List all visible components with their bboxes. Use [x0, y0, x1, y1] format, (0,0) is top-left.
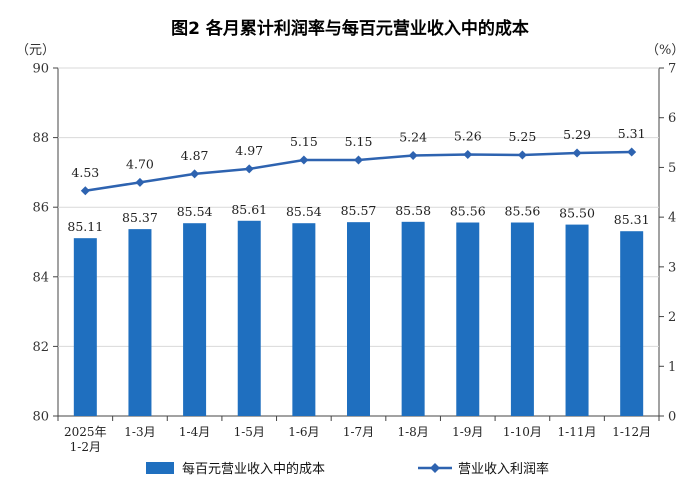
- bar-data-label: 85.31: [614, 212, 650, 227]
- bar: [620, 231, 644, 416]
- bar-data-label: 85.58: [395, 203, 431, 218]
- right-tick-label: 1: [668, 360, 676, 375]
- left-axis-unit: （元）: [16, 43, 55, 58]
- line-data-label: 5.15: [345, 134, 373, 149]
- x-tick-label: 1-4月: [179, 425, 210, 439]
- bar: [347, 222, 370, 416]
- bar-data-label: 85.61: [231, 202, 267, 217]
- left-tick-label: 80: [32, 410, 49, 425]
- bar-data-label: 85.56: [505, 204, 541, 219]
- bar: [73, 238, 97, 416]
- bar-data-label: 85.54: [286, 204, 322, 219]
- line-data-label: 5.15: [290, 134, 318, 149]
- line-data-label: 5.29: [563, 127, 591, 142]
- x-tick-label: 1-3月: [124, 425, 155, 439]
- line-point: [135, 177, 145, 187]
- legend-line-label: 营业收入利润率: [458, 461, 549, 477]
- line-data-label: 4.87: [181, 148, 209, 163]
- line-data-label: 5.31: [618, 126, 646, 141]
- left-tick-label: 86: [32, 201, 49, 216]
- line-point: [517, 150, 527, 160]
- x-tick-label: 1-2月: [70, 440, 101, 454]
- line-point: [572, 148, 582, 158]
- x-tick-label: 1-7月: [343, 425, 374, 439]
- bar: [128, 229, 152, 416]
- bar-data-label: 85.37: [122, 210, 158, 225]
- x-tick-label: 1-10月: [503, 425, 542, 439]
- x-tick-label: 2025年: [64, 425, 107, 439]
- line-data-label: 4.97: [235, 143, 263, 158]
- legend-bar-swatch: [146, 462, 174, 474]
- right-tick-label: 5: [668, 161, 676, 176]
- left-tick-label: 90: [32, 62, 49, 77]
- left-tick-label: 88: [32, 131, 49, 146]
- line-point: [463, 150, 473, 160]
- line-data-label: 5.26: [454, 129, 482, 144]
- right-tick-label: 3: [668, 260, 676, 275]
- bar-data-label: 85.50: [559, 206, 595, 221]
- bar: [510, 222, 534, 416]
- bar-data-label: 85.56: [450, 204, 486, 219]
- chart-title: 图2 各月累计利润率与每百元营业收入中的成本: [171, 18, 529, 39]
- line-data-label: 4.70: [126, 156, 154, 171]
- x-tick-label: 1-11月: [558, 425, 597, 439]
- bar: [292, 223, 316, 416]
- bar-data-label: 85.54: [177, 204, 213, 219]
- bar: [401, 221, 425, 416]
- line-data-label: 5.24: [399, 129, 427, 144]
- right-tick-label: 6: [668, 111, 676, 126]
- x-tick-label: 1-5月: [234, 425, 265, 439]
- x-tick-label: 1-8月: [397, 425, 428, 439]
- line-point: [244, 164, 254, 174]
- left-tick-label: 82: [32, 340, 49, 355]
- line-data-label: 4.53: [71, 165, 99, 180]
- line-point: [627, 147, 637, 157]
- x-tick-label: 1-9月: [452, 425, 483, 439]
- right-axis-unit: （%）: [646, 43, 684, 58]
- legend-line-marker: [430, 463, 440, 473]
- right-tick-label: 0: [668, 410, 676, 425]
- bar-data-label: 85.57: [341, 203, 377, 218]
- bar: [456, 222, 480, 416]
- bar-data-label: 85.11: [67, 219, 103, 234]
- x-tick-label: 1-12月: [612, 425, 651, 439]
- line-point: [299, 155, 309, 165]
- right-tick-label: 2: [668, 310, 676, 325]
- line-data-label: 5.25: [508, 129, 536, 144]
- line-point: [408, 150, 418, 160]
- bar: [183, 223, 207, 416]
- bar: [565, 224, 589, 416]
- legend-bar-label: 每百元营业收入中的成本: [182, 461, 325, 477]
- left-tick-label: 84: [32, 270, 49, 285]
- bar: [237, 220, 261, 416]
- line-point: [190, 169, 200, 179]
- x-tick-label: 1-6月: [288, 425, 319, 439]
- legend: 每百元营业收入中的成本 营业收入利润率: [146, 461, 549, 477]
- line-point: [80, 186, 90, 196]
- right-tick-label: 4: [668, 211, 676, 226]
- right-tick-label: 7: [668, 62, 676, 77]
- line-point: [354, 155, 363, 165]
